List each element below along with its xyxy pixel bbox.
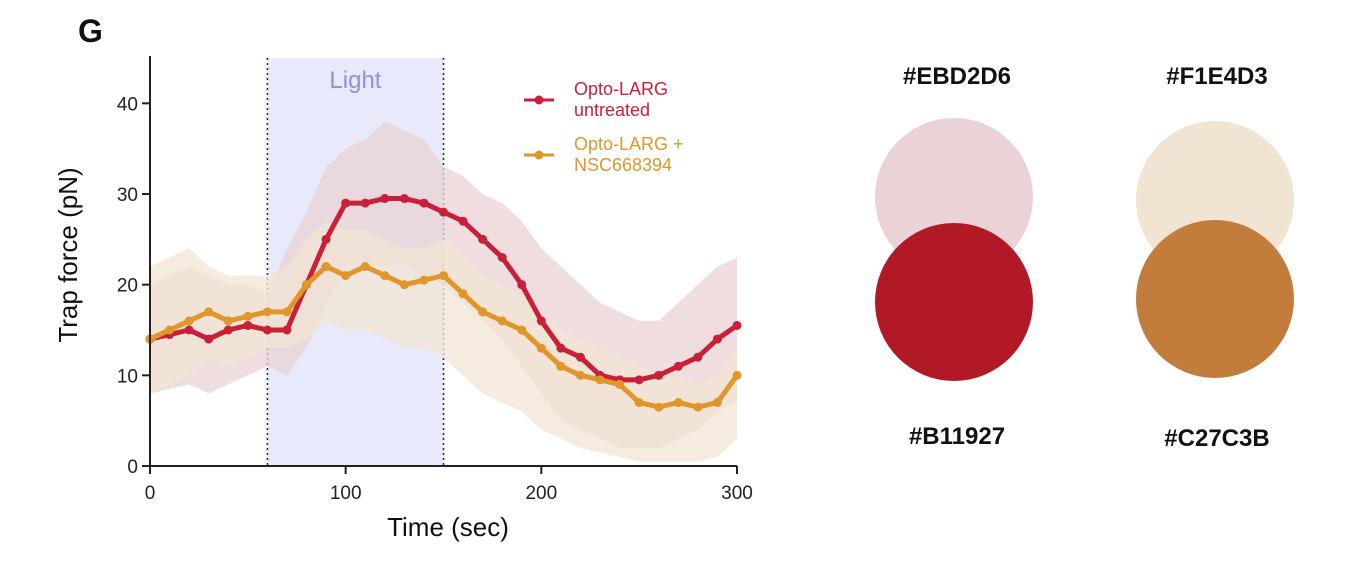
series-1-point bbox=[615, 379, 625, 389]
series-0-point bbox=[712, 334, 722, 344]
series-1-point bbox=[223, 316, 233, 326]
series-1-point bbox=[419, 275, 429, 285]
x-tick-label: 200 bbox=[525, 483, 557, 504]
series-0-point bbox=[341, 198, 351, 208]
y-tick-label: 0 bbox=[127, 457, 138, 478]
legend-marker-dot bbox=[534, 95, 544, 105]
series-0-point bbox=[360, 198, 370, 208]
series-1-point bbox=[595, 375, 605, 385]
series-1-point bbox=[262, 307, 272, 317]
series-1-point bbox=[184, 316, 194, 326]
x-tick-label: 100 bbox=[330, 483, 362, 504]
color-swatch-hex-label: #B11927 bbox=[909, 423, 1005, 450]
legend-label: NSC668394 bbox=[574, 155, 672, 175]
series-1-point bbox=[536, 343, 546, 353]
light-label: Light bbox=[329, 67, 381, 94]
series-1-point bbox=[243, 311, 253, 321]
series-0-point bbox=[204, 334, 214, 344]
axes: 0 10 20 30 40 0 100 200 300 bbox=[117, 56, 753, 504]
series-1-point bbox=[712, 398, 722, 408]
series-1-point bbox=[321, 262, 331, 272]
panel-letter: G bbox=[78, 13, 103, 49]
series-0-point bbox=[321, 234, 331, 244]
y-axis-title: Trap force (pN) bbox=[53, 167, 83, 342]
legend-label: Opto-LARG bbox=[574, 79, 668, 99]
series-1-point bbox=[673, 398, 683, 408]
series-0-point bbox=[380, 194, 390, 204]
series-1-point bbox=[341, 271, 351, 281]
series-0-point bbox=[693, 352, 703, 362]
series-1-point bbox=[497, 316, 507, 326]
legend-label: Opto-LARG + bbox=[574, 134, 684, 154]
series-0-point bbox=[282, 325, 292, 335]
series-0-point bbox=[478, 234, 488, 244]
series-1-point bbox=[478, 307, 488, 317]
series-0-point bbox=[517, 280, 527, 290]
series-1-point bbox=[360, 262, 370, 272]
color-swatch-hex-label: #F1E4D3 bbox=[1166, 63, 1267, 90]
series-0-point bbox=[243, 320, 253, 330]
series-0-point bbox=[262, 325, 272, 335]
series-1-point bbox=[634, 398, 644, 408]
series-0-point bbox=[497, 252, 507, 262]
series-1-point bbox=[380, 271, 390, 281]
color-swatch-hex-label: #EBD2D6 bbox=[903, 63, 1011, 90]
legend-marker-dot bbox=[534, 150, 544, 160]
series-1-point bbox=[575, 370, 585, 380]
series-1-point bbox=[399, 280, 409, 290]
series-0-point bbox=[458, 216, 468, 226]
color-swatch-circle bbox=[875, 223, 1033, 381]
series-0-point bbox=[419, 198, 429, 208]
series-0-point bbox=[654, 370, 664, 380]
y-tick-label: 20 bbox=[117, 276, 138, 297]
series-0-point bbox=[439, 207, 448, 217]
series-1-point bbox=[517, 325, 527, 335]
color-swatches: #EBD2D6 #F1E4D3 #B11927 #C27C3B bbox=[875, 63, 1294, 452]
series-0-point bbox=[634, 375, 644, 385]
series-1-point bbox=[165, 325, 175, 335]
color-swatch-circle bbox=[1136, 220, 1294, 378]
series-1-point bbox=[693, 402, 703, 412]
series-1-error-band bbox=[150, 221, 737, 462]
series-0-point bbox=[732, 320, 742, 330]
series-1-point bbox=[556, 361, 566, 371]
y-tick-label: 40 bbox=[117, 94, 138, 115]
series-1-point bbox=[458, 289, 468, 299]
y-tick-label: 30 bbox=[117, 185, 138, 206]
series-0-point bbox=[536, 316, 546, 326]
series-0-point bbox=[184, 325, 194, 335]
series-0-point bbox=[575, 352, 585, 362]
series-0-point bbox=[556, 343, 566, 353]
y-tick-label: 10 bbox=[117, 366, 138, 387]
series-1-point bbox=[732, 370, 742, 380]
x-axis-title: Time (sec) bbox=[387, 512, 509, 542]
chart-plot-area: Light 0 10 20 30 40 0 100 200 300 Opto-LARGuntre… bbox=[117, 56, 753, 504]
legend-label: untreated bbox=[574, 100, 650, 120]
x-tick-label: 0 bbox=[145, 483, 156, 504]
series-1-point bbox=[439, 271, 448, 281]
color-swatch-hex-label: #C27C3B bbox=[1164, 425, 1269, 452]
series-1-point bbox=[302, 280, 312, 290]
series-0-point bbox=[673, 361, 683, 371]
series-1-point bbox=[282, 307, 292, 317]
x-tick-label: 300 bbox=[721, 483, 753, 504]
series-1-point bbox=[204, 307, 214, 317]
series-0-point bbox=[223, 325, 233, 335]
series-0-point bbox=[399, 194, 409, 204]
series-1-point bbox=[654, 402, 664, 412]
